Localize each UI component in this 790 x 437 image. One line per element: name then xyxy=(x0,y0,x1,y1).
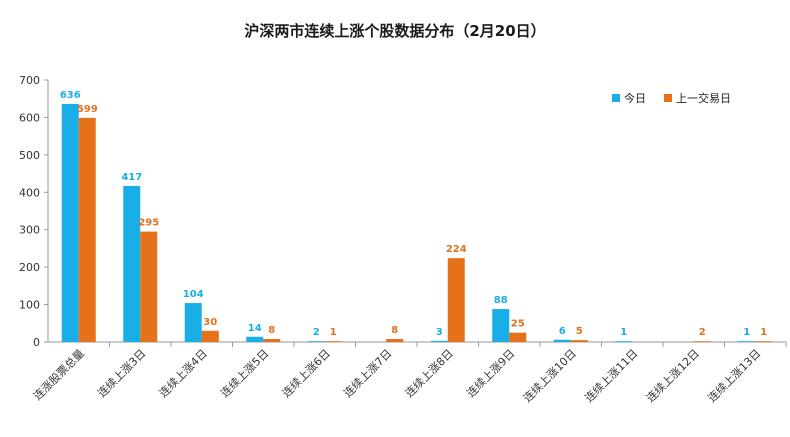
legend-item-today[interactable]: 今日 xyxy=(612,91,646,105)
data-label: 1 xyxy=(743,327,750,338)
legend-swatch xyxy=(612,94,620,102)
y-tick-label: 500 xyxy=(19,149,40,162)
data-label: 295 xyxy=(138,218,159,229)
bar-previous-day xyxy=(324,341,342,342)
x-tick-label: 连续上涨3日 xyxy=(95,346,149,400)
bar-previous-day xyxy=(447,258,465,342)
y-tick-label: 200 xyxy=(19,261,40,274)
bar-previous-day xyxy=(263,339,281,342)
y-tick-label: 0 xyxy=(33,336,40,349)
x-tick-label: 连续上涨11日 xyxy=(582,346,641,405)
x-tick-label: 连续上涨5日 xyxy=(218,346,272,400)
data-label: 2 xyxy=(699,327,706,338)
data-label: 25 xyxy=(511,319,525,330)
bar-previous-day xyxy=(386,339,404,342)
data-label: 417 xyxy=(121,172,142,183)
x-tick-label: 连续上涨8日 xyxy=(402,346,456,400)
bar-previous-day xyxy=(509,332,527,342)
bar-today xyxy=(430,340,448,342)
data-label: 636 xyxy=(60,90,81,101)
y-tick-label: 300 xyxy=(19,224,40,237)
data-label: 1 xyxy=(330,327,337,338)
y-tick-label: 100 xyxy=(19,299,40,312)
data-label: 14 xyxy=(248,323,262,334)
data-label: 5 xyxy=(576,326,583,337)
x-tick-label: 连涨股票总量 xyxy=(30,346,87,403)
bar-previous-day xyxy=(570,340,588,342)
data-label: 8 xyxy=(268,325,275,336)
bar-today xyxy=(553,339,571,342)
bars xyxy=(61,103,773,342)
y-tick-label: 600 xyxy=(19,111,40,124)
legend-label: 上一交易日 xyxy=(676,91,731,105)
x-tick-label: 连续上涨10日 xyxy=(520,346,579,405)
bar-previous-day xyxy=(201,330,219,342)
bar-today xyxy=(246,336,264,342)
data-label: 1 xyxy=(620,327,627,338)
y-tick-label: 700 xyxy=(19,74,40,87)
data-label: 8 xyxy=(391,325,398,336)
x-tick-label: 连续上涨6日 xyxy=(279,346,333,400)
data-label: 224 xyxy=(446,244,467,255)
legend-label: 今日 xyxy=(624,91,646,105)
x-tick-label: 连续上涨9日 xyxy=(464,346,518,400)
data-label: 3 xyxy=(436,327,443,338)
data-label: 1 xyxy=(760,327,767,338)
bar-today xyxy=(123,185,141,342)
chart-title: 沪深两市连续上涨个股数据分布（2月20日） xyxy=(244,22,545,40)
bar-today xyxy=(615,341,633,342)
bar-today xyxy=(738,341,756,342)
legend-item-previous-day[interactable]: 上一交易日 xyxy=(664,91,731,105)
legend-swatch xyxy=(664,94,672,102)
x-tick-label: 连续上涨7日 xyxy=(341,346,395,400)
data-label: 104 xyxy=(183,289,204,300)
data-label: 88 xyxy=(494,295,508,306)
bar-previous-day xyxy=(78,117,96,342)
data-label: 599 xyxy=(77,104,98,115)
x-tick-label: 连续上涨4日 xyxy=(156,346,210,400)
data-label: 30 xyxy=(203,317,217,328)
bar-today xyxy=(61,103,79,342)
bar-today xyxy=(307,341,325,342)
bar-previous-day xyxy=(693,341,711,342)
bar-previous-day xyxy=(755,341,773,342)
bar-previous-day xyxy=(140,231,158,342)
bar-today xyxy=(492,309,510,342)
y-tick-label: 400 xyxy=(19,186,40,199)
x-tick-label: 连续上涨12日 xyxy=(643,346,702,405)
data-label: 6 xyxy=(559,326,566,337)
data-label: 2 xyxy=(313,327,320,338)
x-tick-label: 连续上涨13日 xyxy=(705,346,764,405)
legend[interactable]: 今日 上一交易日 xyxy=(612,91,731,105)
bar-today xyxy=(184,303,202,342)
